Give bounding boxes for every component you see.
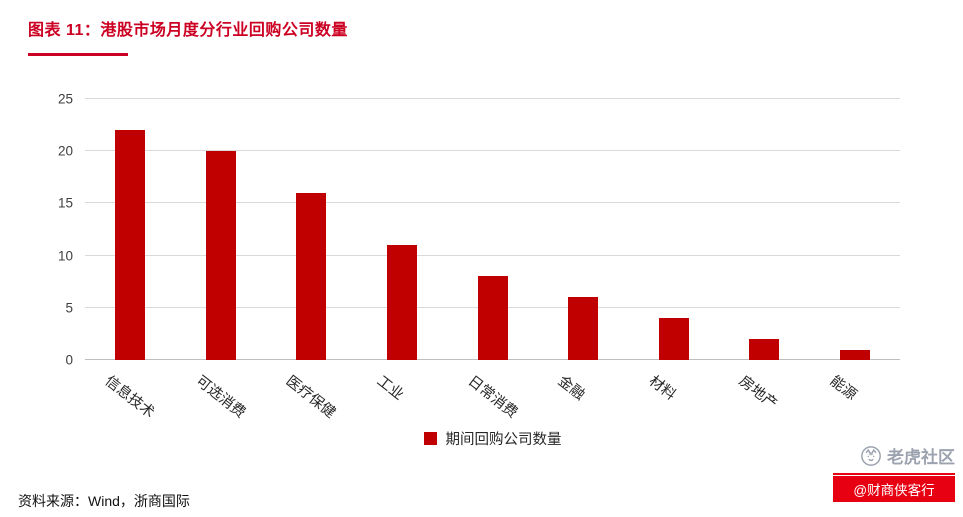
tiger-logo-icon [861,445,881,466]
bar [296,192,327,360]
bar [568,297,599,360]
legend-swatch-icon [423,432,437,445]
bar [749,339,780,360]
legend-label: 期间回购公司数量 [445,432,562,448]
gridline [85,202,900,204]
watermark-handle: @财商侠客行 [833,476,955,502]
bar [658,318,689,360]
chart-legend: 期间回购公司数量 [85,428,900,449]
y-axis-tick-label: 10 [57,248,73,264]
watermark: 老虎社区 @财商侠客行 [833,443,955,502]
watermark-brand-label: 老虎社区 [887,448,955,467]
gridline [85,254,900,256]
gridline [85,98,900,99]
source-note: 资料来源：Wind，浙商国际 [18,493,190,509]
y-axis-tick-label: 15 [57,195,73,211]
title-underline [28,53,128,56]
watermark-divider [833,473,955,475]
y-axis-tick-label: 25 [57,91,73,107]
y-axis-tick-label: 5 [65,300,73,316]
bar [205,151,236,360]
bar [477,276,508,360]
y-axis-tick-label: 20 [57,143,73,159]
watermark-brand-row: 老虎社区 [833,443,955,468]
gridline [85,150,900,152]
bar [115,130,146,360]
bar [386,245,417,360]
figure-title: 图表 11：港股市场月度分行业回购公司数量 [28,22,348,39]
bar-chart-plot-area: 0 5 10 15 20 25 信息技术 可选消费 医疗保健 工业 日常消费 金融 材料 房地产 能源 [58,92,900,421]
bar [839,349,870,360]
y-axis-tick-label: 0 [65,352,73,368]
